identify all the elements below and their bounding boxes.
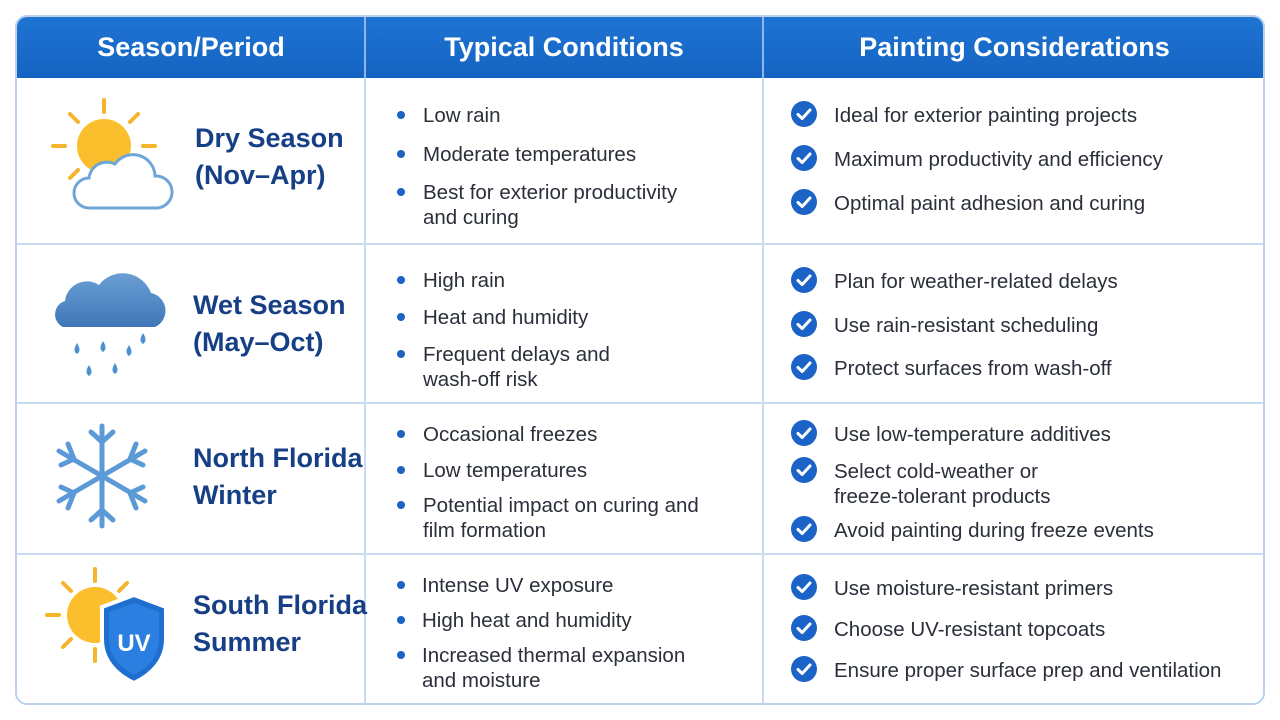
checkmark-icon: [791, 145, 817, 171]
season-name: South Florida: [193, 590, 367, 620]
condition-item: Heat and humidity: [423, 306, 589, 329]
bullet: [397, 430, 405, 438]
condition-item: Occasional freezes: [423, 423, 598, 446]
bullet: [397, 188, 405, 196]
consideration-item: Optimal paint adhesion and curing: [834, 192, 1146, 215]
condition-item: Moderate temperatures: [423, 143, 637, 166]
table-row-wet-season: Wet Season (May–Oct) High rain Heat and …: [17, 243, 1263, 402]
table-row-dry-season: Dry Season (Nov–Apr) Low rain Moderate t…: [17, 78, 1263, 243]
bullet: [397, 501, 405, 509]
checkmark-icon: [791, 574, 817, 600]
season-label: South Florida Summer: [193, 587, 367, 661]
checkmark-icon: [791, 656, 817, 682]
season-name: North Florida: [193, 443, 363, 473]
snowflake-icon: [56, 423, 148, 529]
bullet: [397, 111, 405, 119]
bullet: [397, 581, 405, 589]
checkmark-icon: [791, 101, 817, 127]
condition-item: High heat and humidity: [422, 609, 632, 632]
consideration-item: Use low-temperature additives: [834, 423, 1111, 446]
season-name: Wet Season: [193, 290, 346, 320]
checkmark-icon: [791, 311, 817, 337]
condition-item: Low rain: [423, 104, 501, 127]
season-period: (Nov–Apr): [195, 160, 326, 190]
checkmark-icon: [791, 354, 817, 380]
bullet: [397, 651, 405, 659]
consideration-item: Choose UV-resistant topcoats: [834, 618, 1106, 641]
checkmark-icon: [791, 615, 817, 641]
bullet: [397, 313, 405, 321]
table-row-north-florida-winter: North Florida Winter Occasional freezes …: [17, 402, 1263, 553]
consideration-item: Maximum productivity and efficiency: [834, 148, 1163, 171]
condition-line: and curing: [423, 206, 519, 229]
bullet: [397, 150, 405, 158]
condition-line: film formation: [423, 519, 547, 542]
bullet: [397, 466, 405, 474]
consideration-item: Ideal for exterior painting projects: [834, 104, 1138, 127]
header-typical-conditions: Typical Conditions: [444, 32, 684, 62]
uv-label: UV: [117, 630, 150, 657]
bullet: [397, 276, 405, 284]
sun-uv-shield-icon: UV: [45, 567, 168, 686]
sun-cloud-icon: [51, 98, 174, 210]
header-divider: [364, 17, 366, 78]
checkmark-icon: [791, 457, 817, 483]
consideration-line: Select cold-weather or: [834, 460, 1038, 483]
condition-line: Increased thermal expansion: [422, 644, 686, 667]
condition-item: Potential impact on curing and film form…: [423, 493, 699, 543]
condition-line: Frequent delays and: [423, 343, 610, 366]
condition-item: Best for exterior productivity and curin…: [423, 180, 677, 230]
checkmark-icon: [791, 267, 817, 293]
header-season-period: Season/Period: [97, 32, 285, 62]
condition-item: Increased thermal expansion and moisture: [422, 643, 685, 693]
consideration-item: Plan for weather-related delays: [834, 270, 1118, 293]
consideration-line: freeze-tolerant products: [834, 485, 1051, 508]
condition-line: wash-off risk: [423, 368, 538, 391]
table-row-south-florida-summer: UV South Florida Summer Intense UV expos…: [17, 553, 1263, 703]
checkmark-icon: [791, 516, 817, 542]
condition-item: Frequent delays and wash-off risk: [423, 342, 610, 392]
consideration-item: Use rain-resistant scheduling: [834, 314, 1099, 337]
checkmark-icon: [791, 189, 817, 215]
consideration-item: Protect surfaces from wash-off: [834, 357, 1112, 380]
condition-item: Intense UV exposure: [422, 574, 614, 597]
condition-line: and moisture: [422, 669, 541, 692]
table-header: Season/Period Typical Conditions Paintin…: [17, 17, 1263, 78]
consideration-item: Use moisture-resistant primers: [834, 577, 1114, 600]
season-period: Summer: [193, 627, 302, 657]
season-label: Wet Season (May–Oct): [193, 287, 346, 361]
season-period: (May–Oct): [193, 327, 324, 357]
consideration-item: Avoid painting during freeze events: [834, 519, 1154, 542]
checkmark-icon: [791, 420, 817, 446]
bullet: [397, 350, 405, 358]
header-divider: [762, 17, 764, 78]
consideration-item: Select cold-weather or freeze-tolerant p…: [834, 459, 1051, 509]
season-name: Dry Season: [195, 123, 344, 153]
bullet: [397, 616, 405, 624]
season-label: North Florida Winter: [193, 440, 363, 514]
season-label: Dry Season (Nov–Apr): [195, 120, 344, 194]
condition-line: Best for exterior productivity: [423, 181, 678, 204]
condition-item: Low temperatures: [423, 459, 588, 482]
column-divider: [762, 78, 764, 703]
column-divider: [364, 78, 366, 703]
condition-line: Potential impact on curing and: [423, 494, 699, 517]
seasonal-painting-table: Season/Period Typical Conditions Paintin…: [15, 15, 1265, 705]
condition-item: High rain: [423, 269, 506, 292]
header-painting-considerations: Painting Considerations: [859, 32, 1170, 62]
season-period: Winter: [193, 480, 277, 510]
rain-cloud-icon: [55, 273, 166, 376]
consideration-item: Ensure proper surface prep and ventilati…: [834, 659, 1222, 682]
